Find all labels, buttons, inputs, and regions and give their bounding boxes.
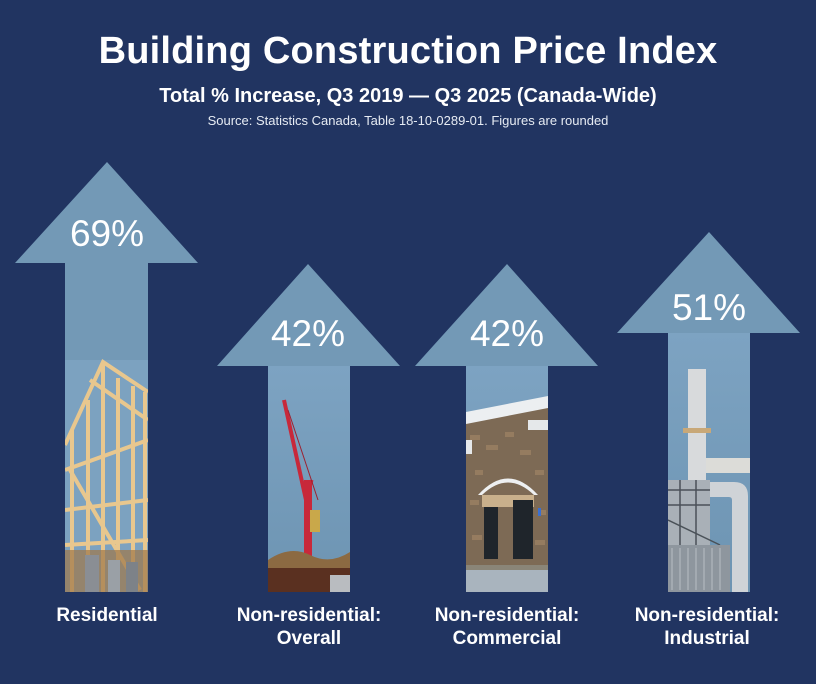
commercial-building-image — [466, 366, 548, 592]
category-label-line2: Overall — [276, 628, 342, 649]
chart-source: Source: Statistics Canada, Table 18-10-0… — [207, 113, 609, 128]
tower-crane-image — [268, 366, 350, 592]
category-label-line2: Industrial — [664, 628, 750, 649]
category-label-line1: Residential — [56, 605, 158, 626]
category-label-line2: Commercial — [452, 628, 562, 649]
arrow-nonres-overall: 42% — [217, 264, 400, 592]
value-label: 69% — [70, 213, 144, 254]
category-label-nonres-commercial: Non-residential: Commercial — [407, 604, 607, 650]
category-label-residential: Residential — [7, 604, 207, 627]
arrow-nonres-industrial: 51% — [617, 232, 800, 592]
value-label: 51% — [672, 287, 746, 328]
category-label-line1: Non-residential: — [236, 605, 382, 626]
chart-title: Building Construction Price Index — [98, 30, 718, 72]
house-framing-image — [65, 359, 148, 592]
arrow-residential: 69% — [15, 162, 198, 592]
arrow-nonres-commercial: 42% — [415, 264, 598, 592]
industrial-plant-image — [668, 333, 750, 592]
value-label: 42% — [271, 313, 345, 354]
category-label-line1: Non-residential: — [634, 605, 780, 626]
value-label: 42% — [470, 313, 544, 354]
category-label-nonres-industrial: Non-residential: Industrial — [607, 604, 807, 650]
category-label-line1: Non-residential: — [434, 605, 580, 626]
chart-subtitle: Total % Increase, Q3 2019 — Q3 2025 (Can… — [159, 85, 657, 107]
category-label-nonres-overall: Non-residential: Overall — [209, 604, 409, 650]
